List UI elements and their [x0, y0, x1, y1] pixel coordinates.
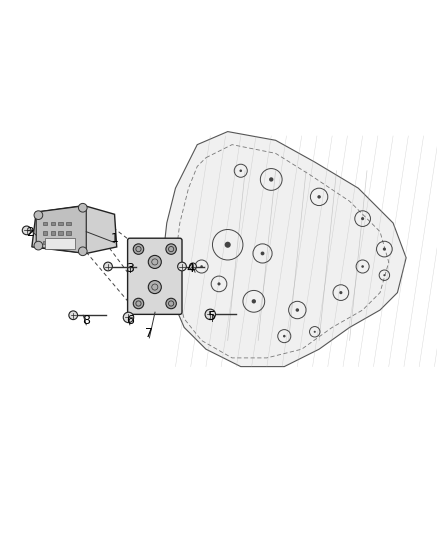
Circle shape — [104, 262, 113, 271]
Bar — [43, 222, 47, 225]
Circle shape — [148, 280, 161, 294]
Text: 6: 6 — [126, 314, 134, 327]
Circle shape — [261, 252, 265, 255]
FancyBboxPatch shape — [127, 238, 182, 314]
Bar — [66, 241, 71, 244]
Bar — [58, 231, 63, 235]
Bar — [43, 231, 47, 235]
Circle shape — [34, 241, 43, 250]
Circle shape — [166, 298, 177, 309]
Text: 3: 3 — [126, 262, 134, 275]
Circle shape — [22, 226, 31, 235]
Bar — [45, 238, 75, 249]
Bar — [50, 222, 55, 225]
Circle shape — [225, 241, 231, 248]
Circle shape — [166, 244, 177, 254]
Polygon shape — [32, 206, 117, 254]
Circle shape — [178, 262, 186, 271]
Circle shape — [383, 274, 385, 276]
Circle shape — [383, 247, 386, 251]
Text: 2: 2 — [26, 226, 34, 239]
Circle shape — [34, 211, 43, 220]
Text: 7: 7 — [145, 327, 153, 341]
Bar — [58, 241, 63, 244]
Circle shape — [252, 299, 256, 303]
Circle shape — [69, 311, 78, 320]
Text: 8: 8 — [82, 314, 90, 327]
Circle shape — [200, 265, 203, 268]
Circle shape — [296, 308, 299, 312]
Bar — [50, 241, 55, 244]
Bar — [43, 241, 47, 244]
Circle shape — [78, 247, 87, 256]
Circle shape — [148, 255, 161, 269]
Circle shape — [189, 263, 196, 270]
Circle shape — [123, 312, 134, 322]
Circle shape — [283, 335, 286, 337]
Bar — [58, 222, 63, 225]
Circle shape — [240, 169, 242, 172]
Circle shape — [318, 195, 321, 199]
Text: 4: 4 — [187, 262, 194, 275]
Circle shape — [314, 331, 316, 333]
Circle shape — [339, 291, 343, 294]
Polygon shape — [162, 132, 406, 367]
Polygon shape — [36, 206, 86, 254]
Circle shape — [217, 282, 221, 286]
Circle shape — [133, 298, 144, 309]
Circle shape — [361, 217, 364, 220]
Bar — [50, 231, 55, 235]
Circle shape — [78, 204, 87, 212]
Circle shape — [361, 265, 364, 268]
Text: 5: 5 — [208, 310, 216, 323]
Bar — [66, 231, 71, 235]
Text: 1: 1 — [111, 232, 119, 245]
Circle shape — [269, 177, 273, 182]
Circle shape — [133, 244, 144, 254]
Bar — [66, 222, 71, 225]
Circle shape — [205, 309, 215, 320]
